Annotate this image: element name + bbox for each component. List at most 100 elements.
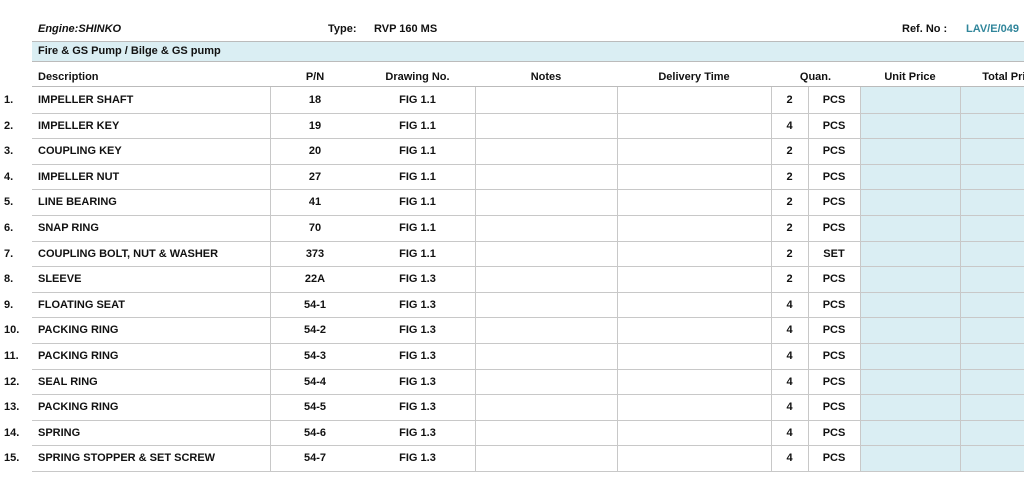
cell: 54-1 [303,298,327,311]
cell: FIG 1.3 [399,298,436,311]
row-number: 2. [4,119,14,132]
row-number: 9. [4,298,14,311]
cell: FIG 1.3 [399,324,436,337]
cell: PCS [822,350,846,362]
row-number: 13. [4,401,20,414]
column-rule [270,87,271,471]
cell: PCS [822,298,846,311]
cell: PCS [822,426,846,439]
cell: 54-7 [303,452,327,465]
cell: PCS [822,94,846,106]
cell: COUPLING KEY [38,145,122,158]
row-number: 3. [4,145,14,158]
section-band [32,41,1024,62]
cell: 4 [786,401,793,414]
cell: 2 [786,222,793,234]
cell: 22A [304,273,326,286]
column-rule [960,87,961,471]
cell: SPRING [38,426,81,439]
row-rule [32,471,1024,472]
row-number: 5. [4,196,14,209]
cell: SPRING STOPPER & SET SCREW [38,452,216,465]
row-number: 4. [4,170,14,183]
cell: 2 [786,273,793,286]
cell: 41 [308,196,322,209]
row-rule [32,189,1024,191]
cell: 2 [786,247,793,260]
type: RVP 160 MS [374,23,438,35]
cell: 54-3 [303,350,327,362]
row-number: 11. [4,350,19,362]
column-rule [475,87,476,471]
cell: IMPELLER SHAFT [38,94,134,106]
cell: 19 [308,119,322,132]
cell: PCS [822,452,846,465]
row-rule [32,138,1024,140]
cell: 2 [786,196,793,209]
cell: LINE BEARING [38,196,117,209]
column-rule [617,87,618,471]
cell: PACKING RING [38,401,119,414]
row-number: 7. [4,247,14,260]
cell: 54-4 [303,375,327,388]
cell: 2 [786,145,793,158]
cell: PCS [822,222,846,234]
header-rule [32,86,1024,87]
column-header: Description [38,71,99,83]
cell: COUPLING BOLT, NUT & WASHER [38,247,219,260]
cell: FIG 1.3 [399,273,436,286]
row-number: 8. [4,273,14,286]
row-number: 10. [4,324,20,337]
cell: 2 [786,94,793,106]
cell: FIG 1.1 [399,170,436,183]
cell: 2 [786,170,793,183]
column-header: Delivery Time [658,71,730,83]
row-rule [32,240,1024,242]
cell: FLOATING SEAT [38,298,125,311]
cell: 18 [308,94,322,106]
column-header: P/N [305,71,325,83]
cell: 54-5 [303,401,327,414]
cell: 54-6 [303,426,327,439]
type-label: Type: [328,23,357,35]
cell: FIG 1.1 [399,196,436,209]
cell: FIG 1.3 [399,401,436,414]
ref: LAV/E/049 [966,23,1019,35]
cell: PCS [822,401,846,414]
row-rule [32,291,1024,293]
cell: 4 [786,452,793,465]
cell: 20 [308,145,322,158]
column-header: Total Price [982,71,1024,83]
cell: PACKING RING [38,324,119,337]
ref-label: Ref. No : [902,23,948,35]
row-rule [32,317,1024,319]
cell: 4 [786,375,793,388]
section-title: Fire & GS Pump / Bilge & GS pump [38,45,221,57]
cell: PCS [822,375,846,388]
row-number: 14. [4,426,20,439]
cell: FIG 1.3 [399,350,436,362]
row-number: 1. [4,94,14,106]
cell: SEAL RING [38,375,98,388]
cell: SLEEVE [38,273,82,286]
cell: 54-2 [303,324,327,337]
cell: FIG 1.3 [399,426,436,439]
column-header: Notes [530,71,562,83]
row-rule [32,163,1024,165]
cell: 70 [308,222,322,234]
cell: FIG 1.1 [399,222,436,234]
row-rule [32,112,1024,114]
cell: 4 [786,324,793,337]
cell: FIG 1.1 [399,119,436,132]
column-header: Quan. [799,71,832,83]
cell: FIG 1.1 [399,94,436,106]
cell: PCS [822,170,846,183]
cell: PCS [822,119,846,132]
cell: FIG 1.1 [399,145,436,158]
row-rule [32,394,1024,396]
engine: Engine:SHINKO [38,23,122,35]
cell: FIG 1.1 [399,247,436,260]
row-rule [32,215,1024,216]
cell: PCS [822,145,846,158]
